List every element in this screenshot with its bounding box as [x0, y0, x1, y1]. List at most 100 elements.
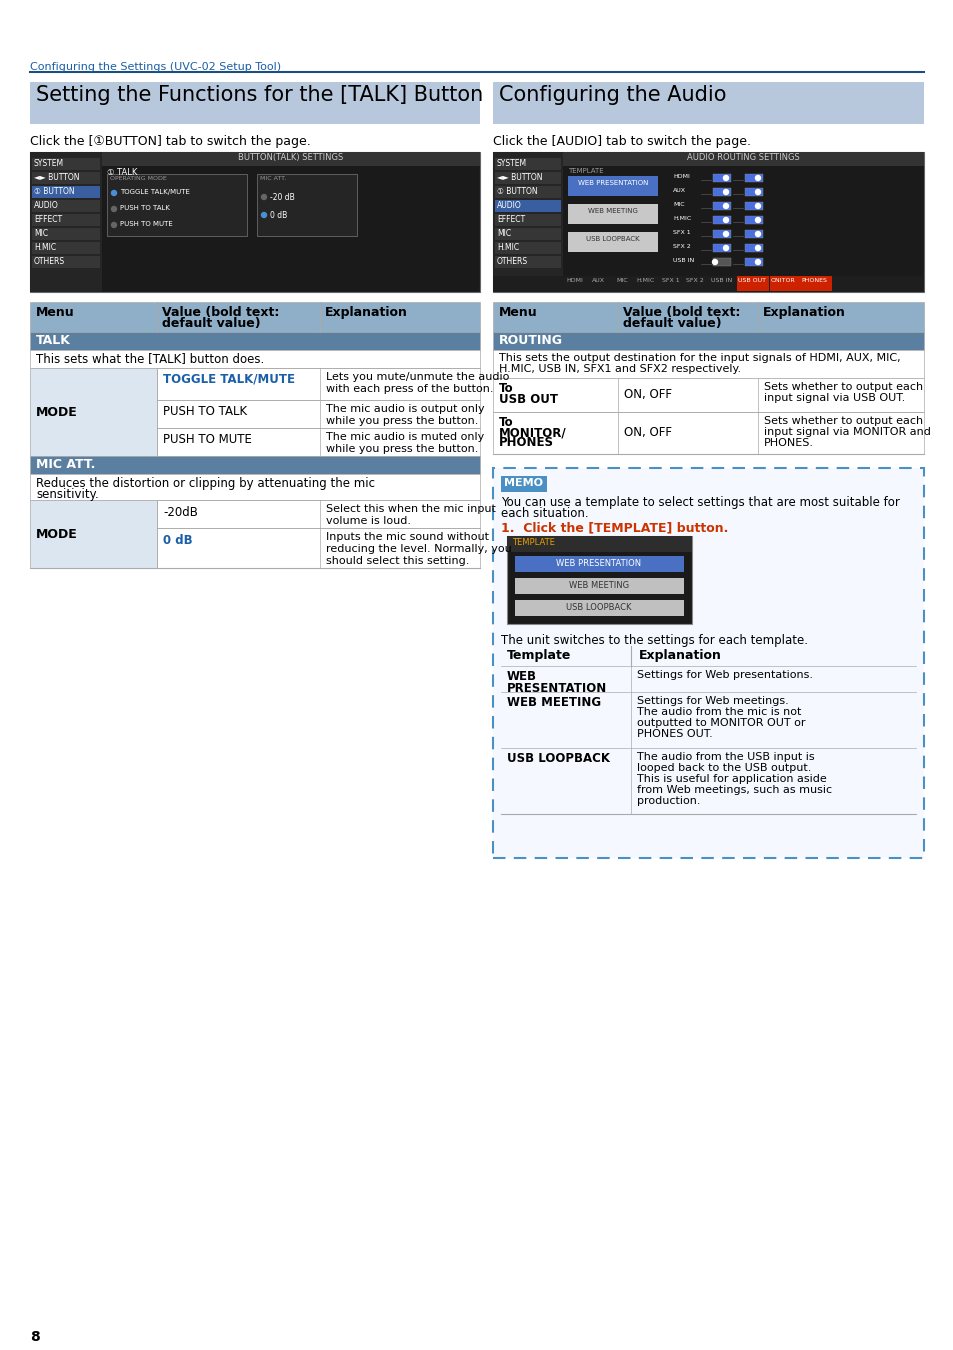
Text: SFX 2: SFX 2: [672, 244, 690, 248]
Bar: [157, 369, 479, 400]
Text: This sets the output destination for the input signals of HDMI, AUX, MIC,: This sets the output destination for the…: [498, 352, 900, 363]
Text: MIC: MIC: [616, 278, 627, 283]
Bar: [495, 200, 560, 212]
Text: Explanation: Explanation: [762, 306, 845, 319]
Text: MIC ATT.: MIC ATT.: [260, 176, 286, 181]
Text: ① BUTTON: ① BUTTON: [34, 188, 74, 196]
Text: HDMI: HDMI: [672, 174, 689, 180]
Bar: [515, 556, 683, 572]
Text: SYSTEM: SYSTEM: [34, 159, 64, 167]
Circle shape: [722, 176, 728, 181]
Bar: [493, 153, 923, 292]
Bar: [30, 302, 479, 332]
Text: WEB PRESENTATION: WEB PRESENTATION: [578, 180, 647, 186]
Text: The audio from the mic is not: The audio from the mic is not: [637, 707, 801, 717]
Text: AUDIO ROUTING SETTINGS: AUDIO ROUTING SETTINGS: [686, 153, 799, 162]
Text: Select this when the mic input: Select this when the mic input: [326, 504, 496, 514]
Bar: [493, 302, 923, 332]
Text: MIC: MIC: [34, 230, 48, 238]
Text: H.MIC: H.MIC: [636, 278, 654, 283]
Text: outputted to MONITOR OUT or: outputted to MONITOR OUT or: [637, 718, 804, 728]
Bar: [32, 256, 100, 269]
Text: Settings for Web meetings.: Settings for Web meetings.: [637, 697, 788, 706]
Bar: [157, 528, 479, 568]
Text: 0 dB: 0 dB: [163, 535, 193, 547]
Text: WEB MEETING: WEB MEETING: [568, 580, 628, 590]
Text: production.: production.: [637, 796, 700, 806]
Bar: [500, 748, 915, 814]
Bar: [30, 500, 157, 568]
Bar: [500, 647, 915, 666]
Text: SYSTEM: SYSTEM: [497, 159, 527, 167]
Text: MIC: MIC: [497, 230, 511, 238]
Text: WEB: WEB: [506, 670, 537, 683]
Text: The mic audio is output only: The mic audio is output only: [326, 404, 484, 414]
Text: PHONES OUT.: PHONES OUT.: [637, 729, 712, 738]
Text: MONITOR/: MONITOR/: [498, 427, 566, 439]
Text: ◄► BUTTON: ◄► BUTTON: [497, 173, 542, 182]
Text: input signal via MONITOR and: input signal via MONITOR and: [763, 427, 930, 437]
Text: AUX: AUX: [592, 278, 604, 283]
Text: PUSH TO TALK: PUSH TO TALK: [163, 405, 247, 418]
Circle shape: [755, 204, 760, 208]
Text: USB IN: USB IN: [672, 258, 694, 263]
Text: USB LOOPBACK: USB LOOPBACK: [585, 236, 639, 242]
Text: 8: 8: [30, 1330, 40, 1345]
Circle shape: [112, 190, 116, 196]
Text: OPERATING MODE: OPERATING MODE: [110, 176, 167, 181]
Text: Value (bold text:: Value (bold text:: [622, 306, 740, 319]
Text: Menu: Menu: [36, 306, 74, 319]
Bar: [493, 332, 923, 350]
Text: input signal via USB OUT.: input signal via USB OUT.: [763, 393, 904, 404]
Bar: [744, 244, 762, 252]
Text: H.MIC: H.MIC: [34, 243, 56, 252]
Circle shape: [722, 231, 728, 236]
Text: TOGGLE TALK/MUTE: TOGGLE TALK/MUTE: [163, 373, 294, 386]
Bar: [493, 275, 923, 292]
Bar: [32, 186, 100, 198]
Bar: [506, 536, 691, 552]
Text: should select this setting.: should select this setting.: [326, 556, 469, 566]
Text: H.MIC: H.MIC: [497, 243, 518, 252]
Text: while you press the button.: while you press the button.: [326, 444, 477, 454]
Bar: [30, 369, 157, 456]
Text: Settings for Web presentations.: Settings for Web presentations.: [637, 670, 812, 680]
Circle shape: [755, 217, 760, 223]
Bar: [30, 82, 479, 124]
Bar: [495, 215, 560, 225]
Bar: [495, 186, 560, 198]
Text: Explanation: Explanation: [639, 649, 721, 662]
Bar: [30, 350, 479, 369]
Text: SFX 1: SFX 1: [672, 230, 690, 235]
Bar: [32, 228, 100, 240]
Circle shape: [755, 246, 760, 251]
Bar: [495, 256, 560, 269]
Text: USB LOOPBACK: USB LOOPBACK: [506, 752, 609, 765]
Text: BUTTON(TALK) SETTINGS: BUTTON(TALK) SETTINGS: [238, 153, 343, 162]
Bar: [800, 275, 831, 292]
Text: 0 dB: 0 dB: [270, 211, 287, 220]
Bar: [744, 174, 762, 182]
Text: Reduces the distortion or clipping by attenuating the mic: Reduces the distortion or clipping by at…: [36, 477, 375, 490]
Text: ROUTING: ROUTING: [498, 333, 562, 347]
Bar: [495, 228, 560, 240]
Bar: [744, 230, 762, 238]
Bar: [495, 171, 560, 184]
Text: Configuring the Settings (UVC-02 Setup Tool): Configuring the Settings (UVC-02 Setup T…: [30, 62, 281, 72]
Bar: [495, 158, 560, 170]
Text: Value (bold text:: Value (bold text:: [162, 306, 279, 319]
Text: USB LOOPBACK: USB LOOPBACK: [566, 603, 631, 612]
Bar: [32, 171, 100, 184]
Bar: [32, 200, 100, 212]
Text: TALK: TALK: [36, 333, 71, 347]
Text: To: To: [498, 416, 513, 429]
Bar: [500, 666, 915, 693]
Text: with each press of the button.: with each press of the button.: [326, 383, 493, 394]
Bar: [744, 216, 762, 224]
Text: MIC ATT.: MIC ATT.: [36, 458, 95, 471]
Bar: [157, 500, 479, 528]
Bar: [744, 188, 762, 196]
Text: TEMPLATE: TEMPLATE: [567, 167, 603, 174]
Text: ◄► BUTTON: ◄► BUTTON: [34, 173, 79, 182]
Text: Sets whether to output each: Sets whether to output each: [763, 416, 923, 427]
